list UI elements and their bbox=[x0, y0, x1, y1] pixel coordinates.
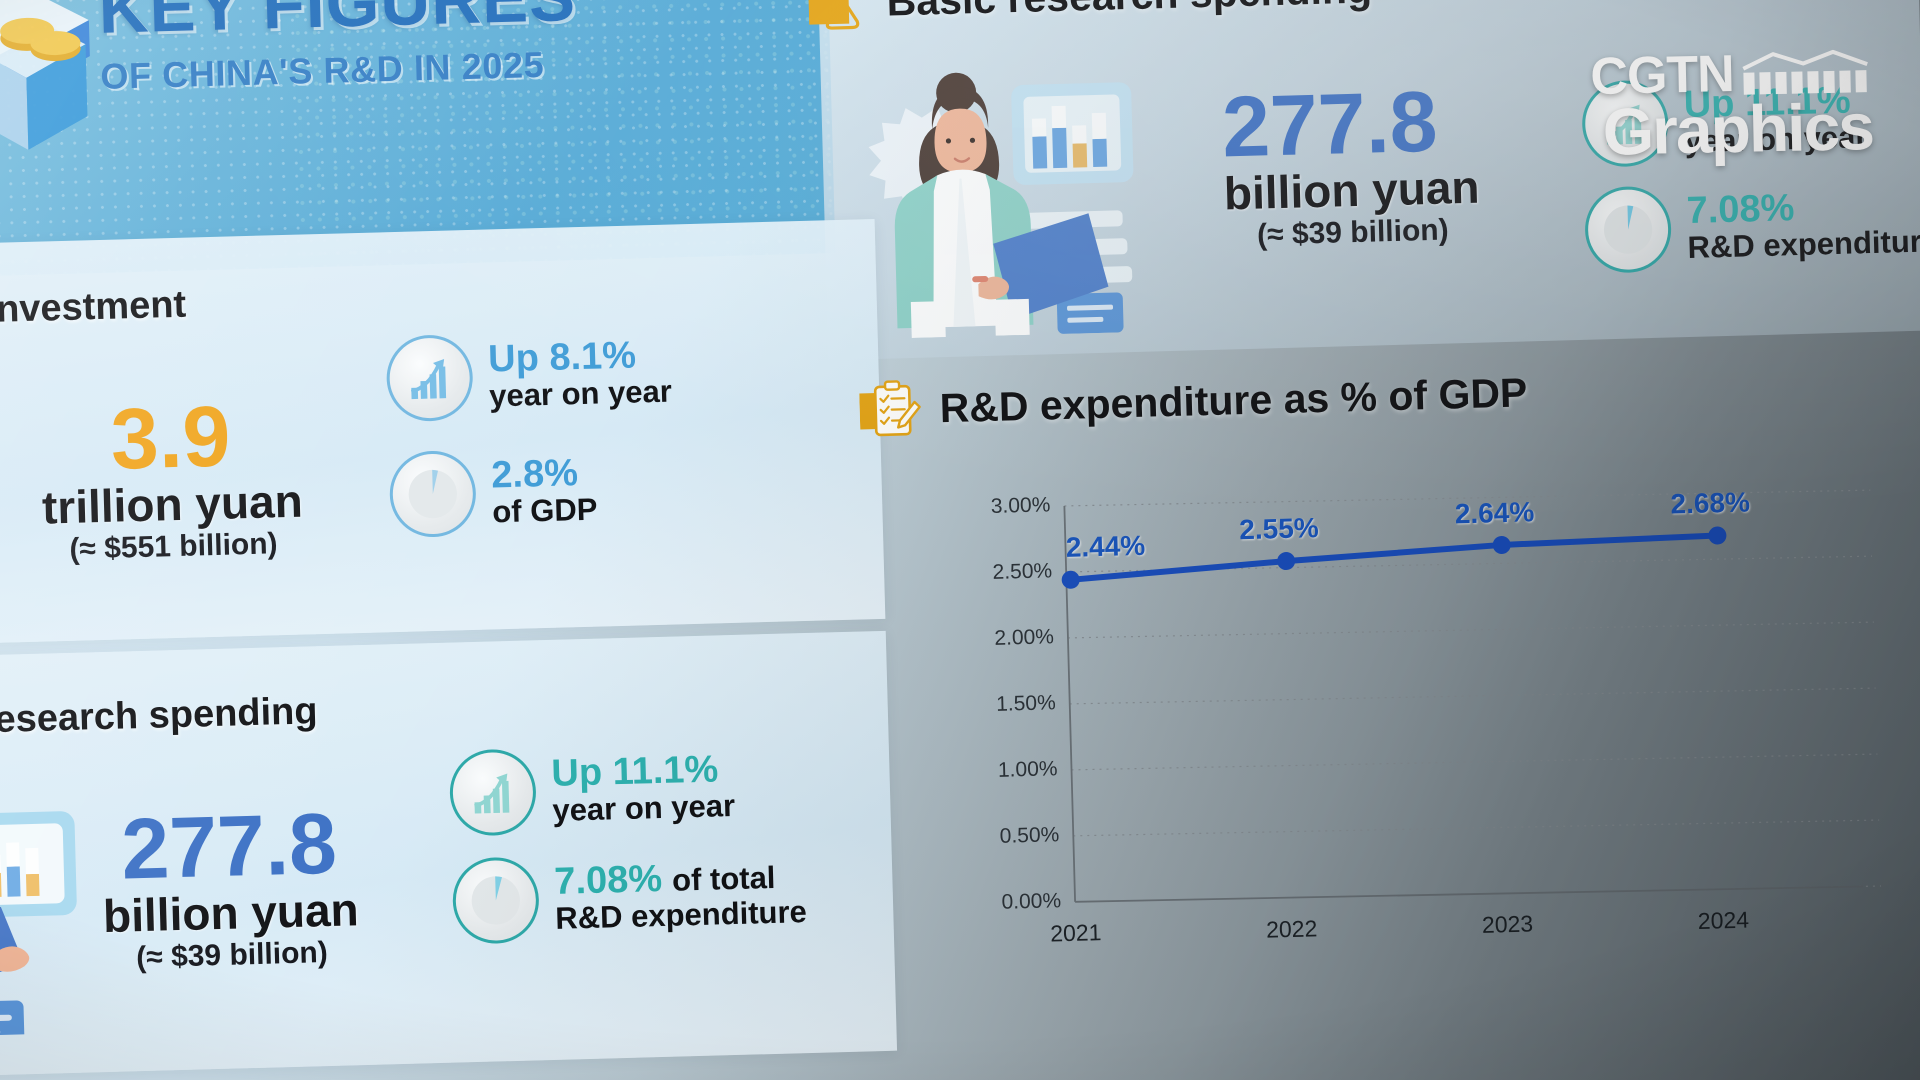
cgtn-sub-text: Graphics bbox=[1601, 89, 1874, 169]
laptop-coins-illustration bbox=[0, 0, 90, 150]
growth-chart-icon bbox=[385, 333, 474, 423]
gdp-chart-title: R&D expenditure as % of GDP bbox=[939, 368, 1528, 431]
basic-research-right-title: Basic research spending bbox=[886, 0, 1372, 25]
basic-research-left-stat-growth: Up 11.1% year on year bbox=[448, 743, 736, 837]
scientist-illustration bbox=[868, 72, 1134, 339]
rd-investment-stat-growth: Up 8.1% year on year bbox=[385, 329, 673, 423]
chart-y-tick: 2.50% bbox=[992, 559, 1053, 584]
title-banner: KEY FIGURES OF CHINA'S R&D IN 2025 bbox=[0, 0, 836, 278]
rd-investment-unit: trillion yuan bbox=[41, 474, 304, 534]
basic-research-left-value-block: 277.8 billion yuan (≈ $39 billion) bbox=[100, 795, 360, 976]
basic-research-left-card: Basic research spending bbox=[0, 630, 898, 1078]
chart-x-tick: 2022 bbox=[1265, 914, 1318, 943]
chart-gridline bbox=[1073, 819, 1880, 837]
page-title: KEY FIGURES bbox=[97, 0, 577, 48]
chart-point-label: 2.44% bbox=[1065, 529, 1146, 563]
gdp-line-chart: 3.00% 2.50% 2.00% 1.50% 1.00% 0.50% 0.00% 2021… bbox=[972, 452, 1884, 947]
chart-data-point bbox=[1061, 570, 1080, 589]
basic-research-left-stat-share: 7.08% of total R&D expenditure bbox=[451, 849, 808, 945]
chart-gridline bbox=[1067, 621, 1874, 639]
basic-research-right-heading: Basic research spending bbox=[806, 0, 1373, 35]
pie-chart-glyph bbox=[1603, 205, 1653, 254]
rd-investment-growth-label: year on year bbox=[488, 373, 673, 414]
basic-research-right-unit: billion yuan bbox=[1223, 160, 1481, 220]
rd-investment-stat-gdp: 2.8% of GDP bbox=[388, 447, 598, 539]
rd-investment-value-block: 3.9 trillion yuan (≈ $551 billion) bbox=[39, 388, 304, 568]
growth-chart-glyph bbox=[1606, 104, 1642, 145]
rd-investment-value: 3.9 bbox=[109, 388, 232, 488]
chart-gridline bbox=[1066, 555, 1873, 573]
chart-y-tick: 1.50% bbox=[995, 691, 1057, 716]
chart-x-tick: 2021 bbox=[1049, 919, 1102, 947]
chart-data-point bbox=[1492, 535, 1511, 554]
pie-chart-glyph bbox=[408, 469, 457, 519]
cgtn-watermark: CGTN Graphics bbox=[1589, 41, 1874, 169]
rd-investment-gdp-label: of GDP bbox=[491, 491, 598, 530]
basic-research-left-value: 277.8 bbox=[120, 795, 338, 898]
pie-chart-icon bbox=[388, 449, 477, 539]
cgtn-bars-icon bbox=[1742, 49, 1868, 95]
chart-y-tick: 0.00% bbox=[1001, 889, 1062, 914]
basic-research-right-stat-share: 7.08% R&D expenditure bbox=[1583, 178, 1920, 274]
chart-x-axis bbox=[1075, 885, 1863, 903]
chart-y-tick: 0.50% bbox=[999, 823, 1060, 848]
rd-investment-approx: (≈ $551 billion) bbox=[68, 527, 278, 566]
chart-y-tick: 2.00% bbox=[994, 625, 1055, 650]
chart-gridline bbox=[1064, 489, 1871, 507]
chart-data-point bbox=[1708, 526, 1727, 545]
chart-data-point bbox=[1277, 552, 1296, 571]
growth-chart-glyph bbox=[410, 359, 447, 400]
rd-investment-gdp-value: 2.8% bbox=[490, 452, 579, 497]
chart-y-axis bbox=[1063, 505, 1076, 902]
rd-investment-card: R&D investment bbox=[0, 218, 886, 646]
rd-investment-heading: R&D investment bbox=[0, 283, 187, 334]
pie-chart-icon bbox=[1583, 185, 1673, 274]
chart-x-tick: 2024 bbox=[1697, 906, 1750, 934]
basic-research-left-approx: (≈ $39 billion) bbox=[135, 936, 329, 975]
basic-research-left-heading: Basic research spending bbox=[0, 690, 319, 744]
basic-research-left-share-label: R&D expenditure bbox=[554, 893, 808, 936]
basic-research-left-share-suffix: of total bbox=[671, 860, 776, 899]
chart-gridline bbox=[1069, 687, 1876, 705]
basic-research-left-share-value: 7.08% bbox=[553, 858, 663, 904]
gdp-line-chart-svg bbox=[1061, 489, 1881, 903]
basic-research-left-unit: billion yuan bbox=[102, 882, 360, 942]
flask-icon bbox=[808, 0, 860, 30]
chart-series-line bbox=[1067, 532, 1721, 583]
pie-chart-glyph bbox=[471, 876, 521, 925]
chart-gridline bbox=[1071, 753, 1878, 771]
chart-point-label: 2.64% bbox=[1454, 496, 1535, 530]
chart-series-points bbox=[1061, 526, 1727, 589]
basic-research-left-growth-label: year on year bbox=[551, 787, 736, 828]
chart-y-tick: 1.00% bbox=[997, 757, 1058, 782]
clipboard-check-icon bbox=[859, 380, 921, 437]
growth-chart-icon bbox=[1581, 79, 1670, 168]
growth-chart-glyph bbox=[474, 773, 510, 814]
basic-research-right-value-block: 277.8 billion yuan (≈ $39 billion) bbox=[1220, 73, 1481, 254]
chart-point-label: 2.55% bbox=[1238, 512, 1320, 546]
basic-research-right-approx: (≈ $39 billion) bbox=[1256, 213, 1450, 252]
chart-point-label: 2.68% bbox=[1670, 486, 1751, 520]
basic-research-right-share-label: R&D expenditure bbox=[1687, 222, 1920, 265]
gdp-chart-heading: R&D expenditure as % of GDP bbox=[859, 361, 1528, 441]
chart-x-tick: 2023 bbox=[1481, 910, 1534, 939]
pie-chart-icon bbox=[451, 856, 540, 945]
analytics-tablet-illustration bbox=[0, 811, 77, 1038]
basic-research-right-stat-growth: Up 11.1% year on year bbox=[1581, 74, 1868, 168]
growth-chart-icon bbox=[448, 748, 538, 837]
chart-y-tick: 3.00% bbox=[990, 493, 1051, 518]
basic-research-right-value: 277.8 bbox=[1220, 73, 1439, 176]
